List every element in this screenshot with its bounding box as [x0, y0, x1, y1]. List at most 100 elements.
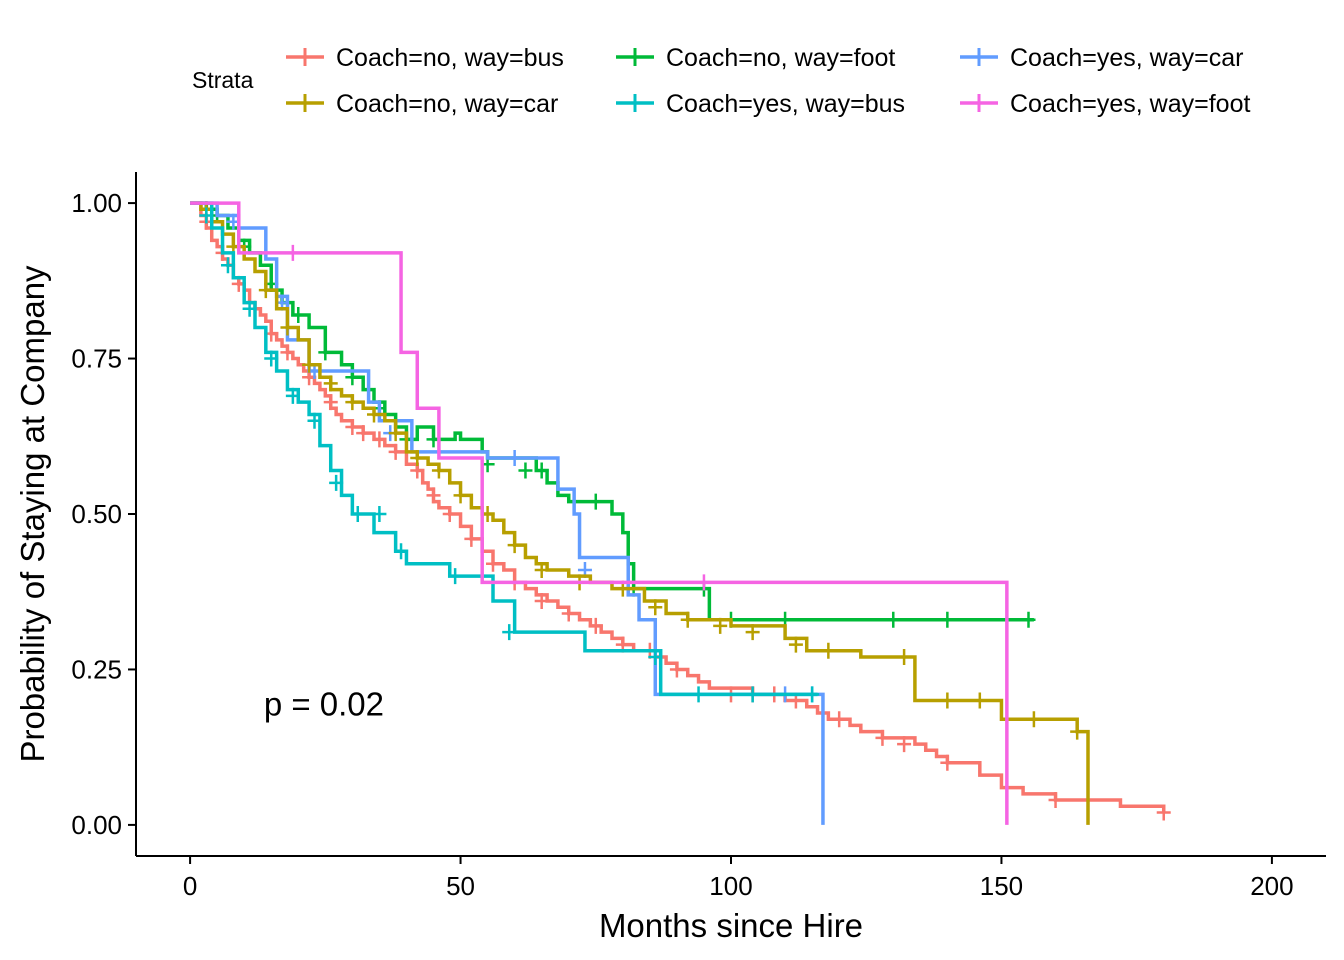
y-tick-label: 0.00: [71, 810, 122, 840]
censor-mark: [345, 394, 360, 411]
x-tick-label: 0: [183, 871, 197, 901]
censor-mark: [1048, 792, 1063, 809]
plot-area: 0 50 100 150 200 0.00 0.25 0.50 0.75 1.00: [71, 172, 1326, 901]
censor-mark: [318, 344, 333, 361]
legend-label: Coach=yes, way=bus: [666, 90, 905, 118]
censor-mark: [669, 661, 684, 678]
legend-title: Strata: [192, 67, 254, 93]
censor-mark: [323, 375, 338, 392]
series-coach-yes-way-bus: [190, 201, 820, 703]
censor-mark: [242, 300, 257, 317]
censor-mark: [280, 319, 295, 336]
censor-mark: [588, 617, 603, 634]
legend-label: Coach=yes, way=foot: [1010, 90, 1250, 118]
legend-label: Coach=no, way=bus: [336, 44, 564, 72]
censor-mark: [648, 649, 663, 666]
x-tick-label: 50: [446, 871, 475, 901]
censor-mark: [502, 624, 517, 641]
censor-mark: [220, 257, 235, 274]
censor-mark: [329, 474, 344, 491]
censor-mark: [1156, 804, 1171, 821]
censor-mark: [745, 686, 760, 703]
censor-mark: [875, 729, 890, 746]
censor-mark: [431, 462, 446, 479]
series-coach-yes-way-car: [190, 201, 825, 825]
censor-mark: [691, 686, 706, 703]
censor-mark: [307, 412, 322, 429]
survival-curve: [190, 201, 1009, 825]
series-coach-no-way-bus: [190, 201, 1171, 821]
p-value-annotation: p = 0.02: [264, 686, 384, 723]
censor-mark: [350, 506, 365, 522]
censor-mark: [648, 599, 663, 616]
y-tick-label: 1.00: [71, 188, 122, 218]
censor-mark: [280, 344, 295, 361]
x-tick-label: 200: [1250, 871, 1293, 901]
censor-mark: [372, 506, 387, 522]
x-axis: 0 50 100 150 200: [183, 856, 1294, 901]
censor-mark: [940, 754, 955, 771]
censor-mark: [356, 425, 371, 442]
censor-mark: [388, 443, 403, 460]
x-axis-title: Months since Hire: [599, 907, 863, 944]
censor-mark: [534, 561, 549, 578]
censor-mark: [713, 617, 728, 634]
censor-mark: [285, 244, 300, 261]
censor-mark: [507, 537, 522, 554]
legend: Strata Coach=no, way=bus Coach=no, way=fo…: [192, 44, 1250, 118]
censor-mark: [507, 450, 522, 467]
censor-mark: [972, 692, 987, 709]
censor-mark: [680, 611, 695, 628]
series-coach-no-way-car: [190, 201, 1090, 825]
legend-item: Coach=yes, way=car: [960, 44, 1243, 72]
legend-item: Coach=yes, way=foot: [960, 90, 1250, 118]
censor-mark: [805, 686, 820, 703]
censor-mark: [367, 406, 381, 423]
censor-mark: [588, 493, 603, 510]
legend-label: Coach=no, way=foot: [666, 44, 895, 72]
legend-label: Coach=yes, way=car: [1010, 44, 1243, 72]
y-tick-label: 0.25: [71, 654, 122, 684]
x-tick-label: 150: [980, 871, 1023, 901]
legend-item: Coach=no, way=foot: [616, 44, 895, 72]
censor-mark: [821, 642, 836, 659]
censor-mark: [940, 692, 955, 709]
censor-mark: [897, 736, 912, 753]
x-tick-label: 100: [709, 871, 752, 901]
censor-mark: [1026, 711, 1041, 728]
censor-mark: [264, 350, 279, 367]
censor-mark: [897, 649, 912, 666]
censor-mark: [561, 605, 576, 622]
censor-mark: [1070, 723, 1085, 740]
censor-mark: [410, 450, 425, 467]
censor-mark: [448, 568, 463, 585]
y-axis-title: Probability of Staying at Company: [14, 265, 51, 763]
censor-mark: [302, 356, 317, 373]
censor-mark: [258, 282, 273, 299]
censor-mark: [464, 530, 479, 547]
censor-mark: [534, 462, 549, 479]
censor-mark: [323, 394, 338, 411]
censor-mark: [426, 487, 441, 504]
censor-mark: [199, 207, 214, 224]
censor-mark: [745, 624, 760, 641]
censor-mark: [285, 387, 300, 404]
censor-mark: [372, 431, 387, 448]
y-tick-label: 0.50: [71, 499, 122, 529]
censor-mark: [394, 543, 409, 560]
series-coach-yes-way-foot: [190, 201, 1009, 825]
legend-item: Coach=no, way=car: [286, 90, 558, 118]
censor-mark: [788, 636, 803, 653]
legend-label: Coach=no, way=car: [336, 90, 558, 118]
censor-mark: [486, 555, 500, 572]
censor-mark: [534, 593, 549, 610]
survival-curve: [190, 201, 1166, 813]
survival-curve: [190, 201, 825, 825]
censor-mark: [518, 462, 533, 479]
legend-item: Coach=yes, way=bus: [616, 90, 905, 118]
censor-mark: [940, 611, 955, 628]
y-axis: 0.00 0.25 0.50 0.75 1.00: [71, 188, 136, 840]
censor-mark: [1021, 611, 1036, 628]
survival-curve: [190, 201, 818, 697]
